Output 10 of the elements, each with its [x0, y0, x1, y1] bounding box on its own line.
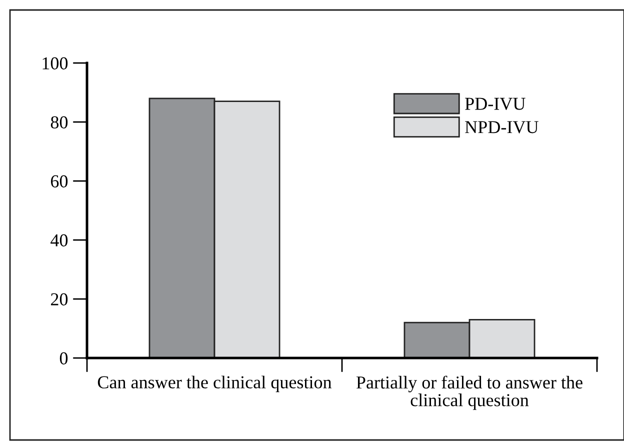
y-tick-label: 40: [50, 234, 68, 246]
y-tick-label: 60: [50, 175, 68, 188]
legend-label: NPD-IVU: [465, 121, 538, 134]
y-tick-label: 0: [60, 352, 68, 364]
y-tick-label: 20: [50, 293, 68, 306]
y-tick-label: 100: [42, 57, 68, 70]
y-tick-label: 80: [50, 116, 68, 128]
legend-label: PD-IVU: [465, 98, 526, 110]
x-tick-label: Partially or failed to answer the clinical question: [356, 376, 582, 410]
x-tick-label: Can answer the clinical question: [98, 376, 332, 392]
